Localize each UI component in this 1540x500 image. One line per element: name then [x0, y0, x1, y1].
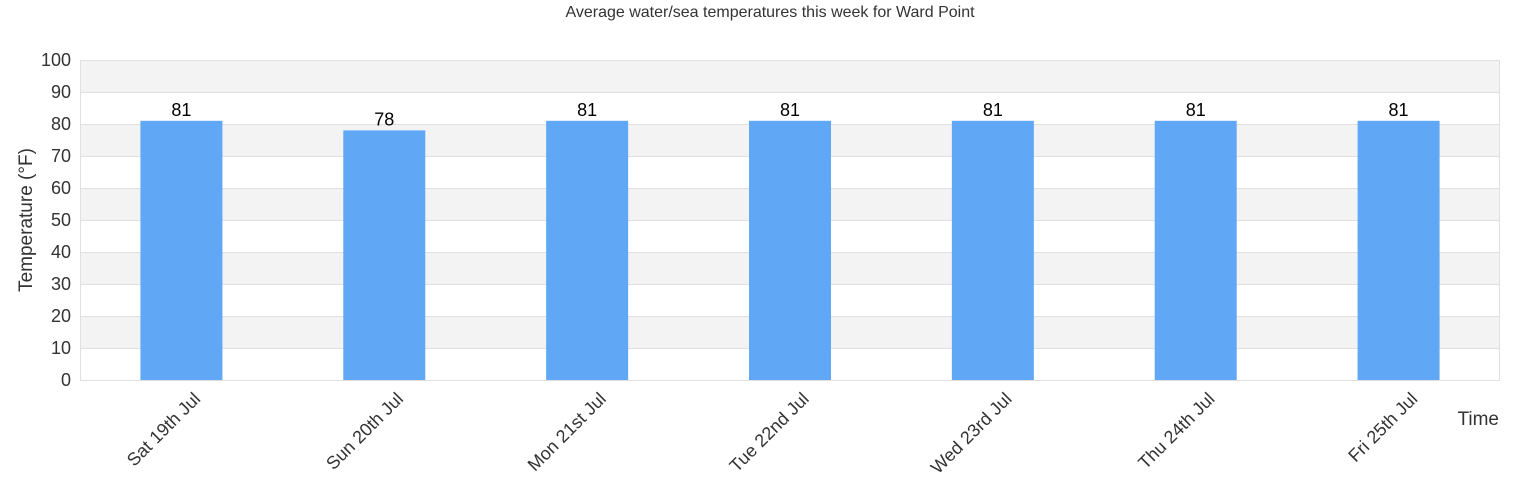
y-axis-title: Temperature (°F) — [16, 148, 37, 292]
y-tick-label: 10 — [51, 338, 71, 358]
bar-value-label: 81 — [1389, 100, 1409, 120]
plot-band — [80, 60, 1500, 92]
x-axis-ticks: Sat 19th Jul Sun 20th Jul Mon 21st Jul Tue … — [123, 389, 1422, 478]
x-tick-label: Thu 24th Jul — [1134, 389, 1218, 473]
y-tick-label: 60 — [51, 178, 71, 198]
bar-value-label: 81 — [983, 100, 1003, 120]
y-tick-label: 0 — [61, 370, 71, 390]
x-axis-title: Time — [1457, 409, 1499, 430]
x-tick-label: Mon 21st Jul — [524, 389, 610, 475]
y-tick-label: 40 — [51, 242, 71, 262]
bar — [546, 120, 629, 381]
bar — [1357, 120, 1440, 381]
y-tick-label: 100 — [41, 50, 71, 70]
chart-title: Average water/sea temperatures this week… — [565, 4, 975, 21]
y-tick-label: 30 — [51, 274, 71, 294]
y-tick-label: 20 — [51, 306, 71, 326]
plot-band — [80, 92, 1500, 124]
bar — [951, 120, 1034, 381]
x-tick-label: Wed 23rd Jul — [927, 389, 1016, 478]
y-tick-label: 80 — [51, 114, 71, 134]
bar-value-label: 81 — [780, 100, 800, 120]
bar — [1154, 120, 1237, 381]
y-tick-label: 50 — [51, 210, 71, 230]
y-tick-label: 70 — [51, 146, 71, 166]
bar-value-label: 78 — [374, 109, 394, 129]
x-tick-label: Tue 22nd Jul — [726, 389, 813, 476]
bar-value-label: 81 — [1186, 100, 1206, 120]
x-tick-label: Fri 25th Jul — [1344, 389, 1421, 466]
bar-value-labels: 81 78 81 81 81 81 81 — [171, 100, 1408, 130]
bar — [749, 120, 831, 381]
bar — [140, 120, 223, 381]
y-tick-label: 90 — [51, 82, 71, 102]
bar-value-label: 81 — [171, 100, 191, 120]
y-axis-ticks: 0 10 20 30 40 50 60 70 80 90 100 — [41, 50, 71, 390]
x-tick-label: Sun 20th Jul — [322, 389, 407, 474]
bars — [140, 120, 1440, 381]
x-tick-label: Sat 19th Jul — [123, 389, 204, 470]
bar — [343, 130, 426, 380]
bar-value-label: 81 — [577, 100, 597, 120]
